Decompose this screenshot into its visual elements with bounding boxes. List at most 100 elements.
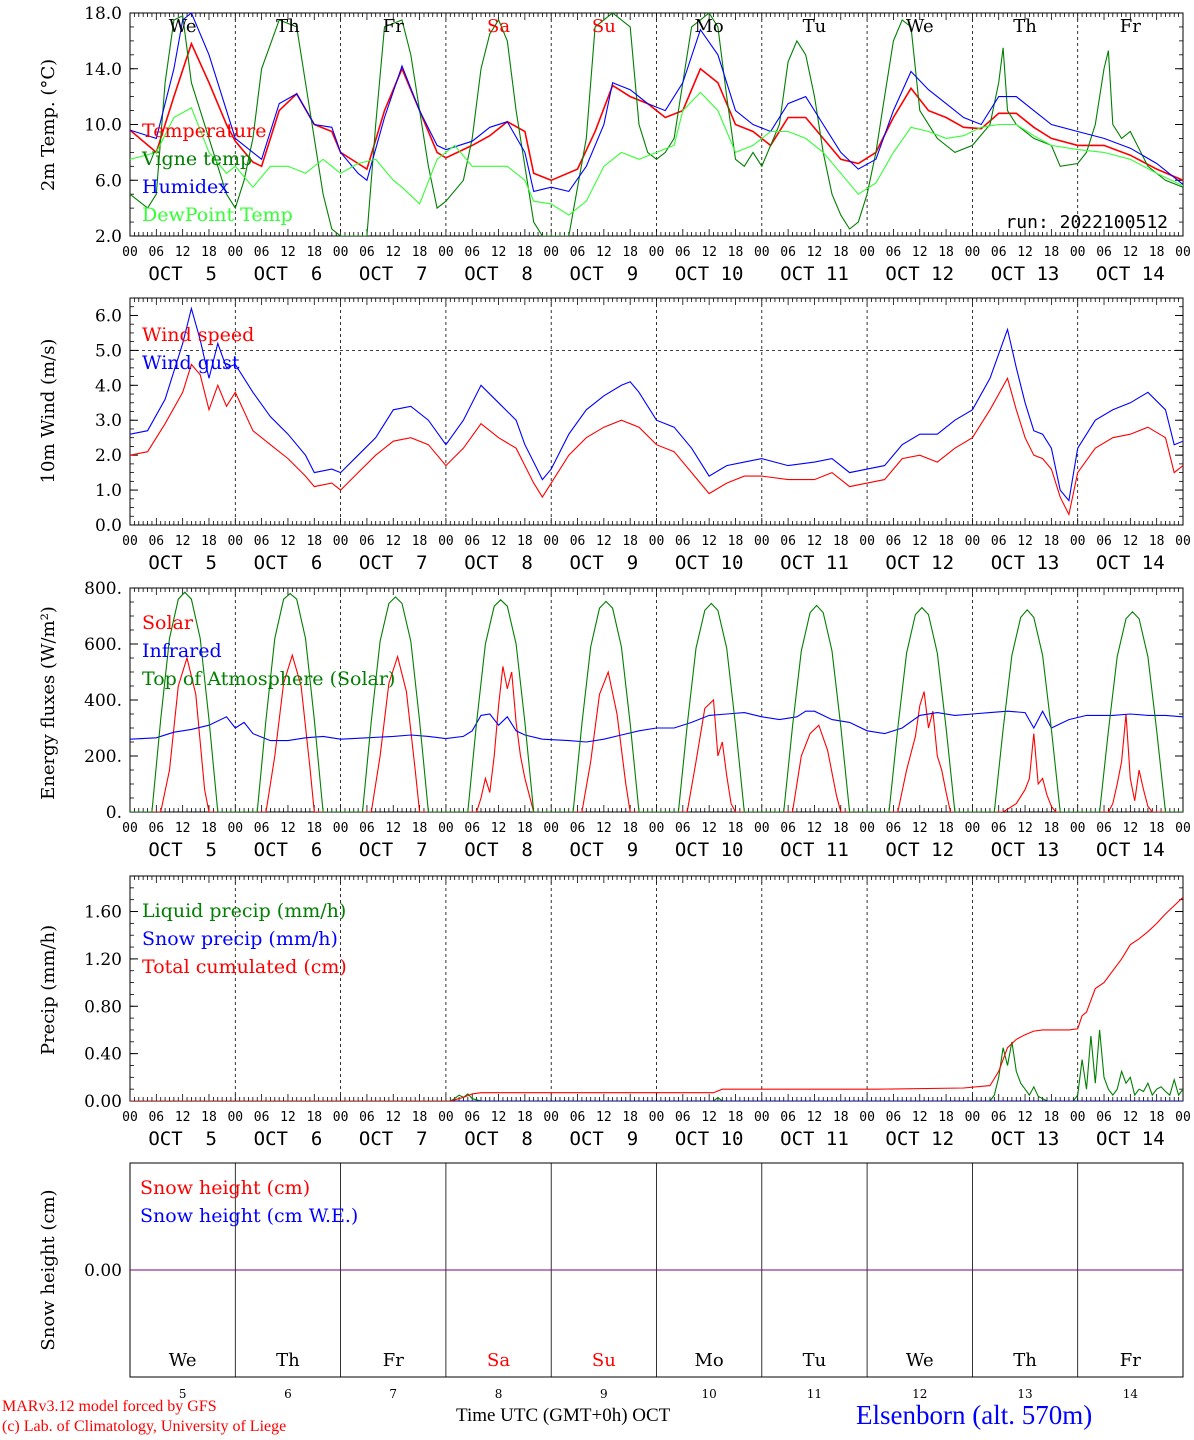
hour-tick-label: 12 xyxy=(385,534,401,549)
hour-tick-label: 00 xyxy=(965,1110,981,1125)
hour-tick-label: 06 xyxy=(148,821,164,836)
hour-tick-label: 18 xyxy=(1149,245,1165,260)
hour-tick-label: 00 xyxy=(438,1110,454,1125)
y-tick-label: 1.0 xyxy=(95,481,122,501)
hour-tick-label: 06 xyxy=(570,534,586,549)
hour-tick-label: 12 xyxy=(175,1110,191,1125)
series-line-wind-speed xyxy=(130,363,1183,517)
hour-tick-label: 00 xyxy=(859,821,875,836)
hour-tick-label: 06 xyxy=(570,245,586,260)
date-label: OCT 7 xyxy=(359,263,428,285)
legend-entry: Snow precip (mm/h) xyxy=(142,928,338,950)
hour-tick-label: 18 xyxy=(1149,821,1165,836)
hour-tick-label: 06 xyxy=(1096,821,1112,836)
hour-tick-label: 00 xyxy=(438,245,454,260)
hour-tick-label: 06 xyxy=(991,245,1007,260)
date-label: OCT 13 xyxy=(991,263,1060,285)
hour-tick-label: 12 xyxy=(1017,245,1033,260)
day-name: Tu xyxy=(803,16,827,37)
date-label: OCT 6 xyxy=(254,1128,323,1150)
hour-tick-label: 00 xyxy=(333,1110,349,1125)
hour-tick-label: 00 xyxy=(1070,821,1086,836)
hour-tick-label: 18 xyxy=(833,245,849,260)
y-tick-label: 3.0 xyxy=(95,411,122,431)
hour-tick-label: 18 xyxy=(412,245,428,260)
day-name: We xyxy=(169,16,197,37)
hour-tick-label: 06 xyxy=(675,1110,691,1125)
date-label: OCT 9 xyxy=(570,839,639,861)
date-label: OCT 6 xyxy=(254,263,323,285)
station-name: Elsenborn (alt. 570m) xyxy=(856,1400,1093,1430)
hour-tick-label: 18 xyxy=(1044,245,1060,260)
hour-tick-label: 06 xyxy=(570,1110,586,1125)
date-label: OCT 7 xyxy=(359,552,428,574)
hour-tick-label: 18 xyxy=(1149,1110,1165,1125)
date-label: OCT 10 xyxy=(675,552,744,574)
day-name: Tu xyxy=(803,1350,827,1371)
time-axis-title: Time UTC (GMT+0h) OCT xyxy=(456,1405,671,1426)
hour-tick-label: 06 xyxy=(886,534,902,549)
day-name: Th xyxy=(1013,16,1037,37)
legend-entry: Solar xyxy=(142,612,194,634)
hour-tick-label: 00 xyxy=(859,245,875,260)
lab-credit: (c) Lab. of Climatology, University of L… xyxy=(2,1418,287,1435)
hour-tick-label: 06 xyxy=(359,1110,375,1125)
hour-tick-label: 18 xyxy=(728,821,744,836)
date-label: OCT 11 xyxy=(780,263,849,285)
day-name: Th xyxy=(276,1350,300,1371)
date-label: OCT 14 xyxy=(1096,263,1165,285)
hour-tick-label: 00 xyxy=(333,245,349,260)
hour-tick-label: 06 xyxy=(148,1110,164,1125)
hour-tick-label: 18 xyxy=(201,245,217,260)
hour-tick-label: 06 xyxy=(1096,1110,1112,1125)
hour-tick-label: 06 xyxy=(780,245,796,260)
hour-tick-label: 06 xyxy=(570,821,586,836)
date-label: OCT 5 xyxy=(148,1128,217,1150)
hour-tick-label: 06 xyxy=(148,245,164,260)
day-name: Mo xyxy=(695,1350,724,1371)
hour-tick-label: 12 xyxy=(807,1110,823,1125)
date-label: OCT 14 xyxy=(1096,552,1165,574)
y-tick-label: 1.20 xyxy=(84,950,122,970)
hour-tick-label: 00 xyxy=(1175,821,1191,836)
hour-tick-label: 00 xyxy=(333,821,349,836)
hour-tick-label: 00 xyxy=(754,1110,770,1125)
hour-tick-label: 00 xyxy=(1070,1110,1086,1125)
y-axis-label: Snow height (cm) xyxy=(38,1189,59,1350)
hour-tick-label: 12 xyxy=(491,1110,507,1125)
hour-tick-label: 00 xyxy=(122,1110,138,1125)
date-label: OCT 11 xyxy=(780,1128,849,1150)
hour-tick-label: 12 xyxy=(280,534,296,549)
date-label: OCT 5 xyxy=(148,839,217,861)
series-line-solar xyxy=(130,653,1183,812)
day-name: We xyxy=(906,16,934,37)
hour-tick-label: 06 xyxy=(464,821,480,836)
hour-tick-label: 12 xyxy=(175,245,191,260)
hour-tick-label: 12 xyxy=(807,245,823,260)
hour-tick-label: 06 xyxy=(780,534,796,549)
legend-entry: DewPoint Temp xyxy=(142,204,293,226)
hour-tick-label: 18 xyxy=(622,534,638,549)
day-name: Th xyxy=(276,16,300,37)
hour-tick-label: 06 xyxy=(148,534,164,549)
y-tick-label: 0.40 xyxy=(84,1045,122,1065)
legend-entry: Wind speed xyxy=(142,324,254,346)
hour-tick-label: 12 xyxy=(701,821,717,836)
series-line-dewpoint-temp xyxy=(130,91,1183,216)
hour-tick-label: 18 xyxy=(833,534,849,549)
y-tick-label: 5.0 xyxy=(95,341,122,361)
hour-tick-label: 00 xyxy=(965,534,981,549)
hour-tick-label: 12 xyxy=(701,534,717,549)
day-name: Th xyxy=(1013,1350,1037,1371)
date-label: OCT 12 xyxy=(885,552,954,574)
plot-frame xyxy=(129,12,1184,237)
date-label: OCT 11 xyxy=(780,552,849,574)
hour-tick-label: 00 xyxy=(859,534,875,549)
hour-tick-label: 00 xyxy=(649,821,665,836)
hour-tick-label: 18 xyxy=(1149,534,1165,549)
day-number: 13 xyxy=(1017,1387,1032,1401)
y-axis-label: Energy fluxes (W/m²) xyxy=(38,606,59,800)
day-number: 12 xyxy=(912,1387,927,1401)
hour-tick-label: 00 xyxy=(227,1110,243,1125)
